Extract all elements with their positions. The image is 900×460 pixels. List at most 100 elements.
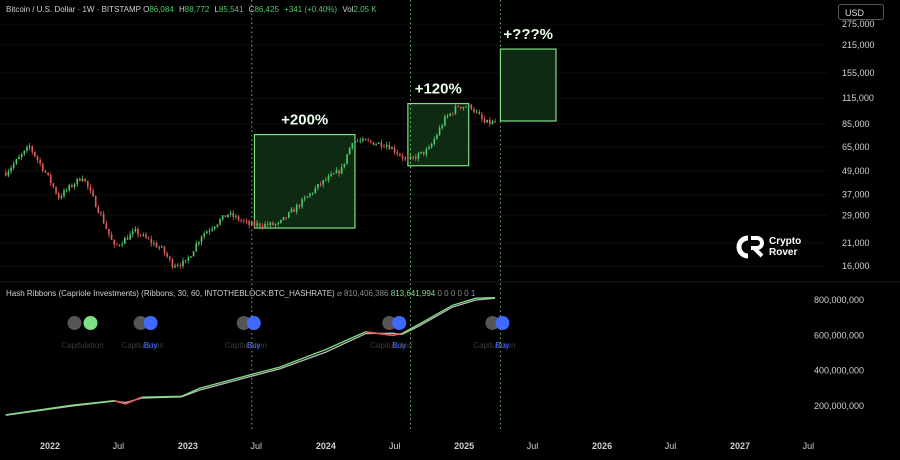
price-axis[interactable]: 16,000 21,000 29,000 37,000 49,000 65,000 85,0…: [842, 19, 875, 271]
candle-body: [274, 224, 277, 226]
price-tick-label: 29,000: [842, 210, 870, 220]
candle-body: [15, 159, 18, 164]
candle-body: [449, 113, 451, 116]
candle-body: [200, 236, 203, 242]
candle-body: [396, 152, 399, 155]
candle-body: [335, 170, 338, 174]
candle-body: [436, 134, 438, 140]
candle-body: [68, 185, 71, 190]
time-tick-label: 2022: [40, 441, 60, 451]
candle-body: [171, 259, 174, 268]
capitulation-dot: [485, 316, 500, 330]
time-tick-label: Jul: [389, 441, 401, 451]
candlesticks[interactable]: [4, 103, 496, 270]
candle-body: [433, 139, 436, 144]
time-tick-label: Jul: [113, 441, 125, 451]
candle-body: [105, 223, 108, 229]
candle-body: [306, 196, 309, 198]
price-tick-label: 215,000: [842, 40, 875, 50]
candle-body: [57, 193, 60, 199]
candle-body: [282, 217, 285, 220]
candle-body: [187, 257, 190, 261]
candle-body: [346, 154, 348, 164]
candle-body: [73, 184, 76, 187]
candle-body: [438, 127, 441, 135]
candle-body: [441, 125, 444, 128]
currency-selector[interactable]: USD: [838, 4, 884, 20]
time-tick-label: 2027: [730, 441, 750, 451]
candle-body: [301, 199, 303, 207]
candle-body: [280, 219, 282, 223]
ribbon-slow-line: [5, 297, 496, 416]
open-value: 86,084: [149, 5, 174, 14]
hashrate-tick-label: 600,000,000: [814, 330, 864, 340]
candle-body: [237, 216, 240, 221]
candle-body: [475, 111, 478, 113]
ribbon-capitulation-segment: [114, 399, 126, 405]
candle-body: [110, 234, 113, 240]
hash-ribbons[interactable]: [5, 296, 496, 416]
candle-body: [330, 174, 332, 177]
time-tick-label: Jul: [527, 441, 539, 451]
candle-body: [343, 163, 346, 167]
candle-body: [412, 156, 414, 158]
time-axis[interactable]: 2022 Jul 2023 Jul 2024 Jul 2025 Jul 2026 Jul 2027 J…: [40, 441, 814, 451]
candle-body: [483, 118, 486, 123]
candle-body: [269, 222, 272, 226]
high-label: H: [179, 5, 185, 14]
candle-body: [123, 237, 126, 244]
capitulation-dot: [67, 316, 82, 330]
candle-body: [36, 156, 39, 161]
candle-body: [208, 230, 211, 232]
candle-body: [425, 149, 428, 155]
candle-body: [348, 147, 351, 155]
candle-body: [205, 231, 208, 234]
candle-body: [108, 228, 110, 235]
ribbon-capitulation-segment: [125, 396, 143, 405]
candle-body: [10, 167, 12, 172]
candle-body: [407, 157, 409, 160]
candle-body: [451, 113, 454, 115]
hashrate-tick-label: 200,000,000: [814, 401, 864, 411]
vol-value: 2.05 K: [353, 5, 377, 14]
candle-body: [380, 142, 383, 147]
candle-body: [176, 265, 179, 267]
indicator-value-flags: 0 0 0 0 0: [437, 289, 469, 298]
buy-dot: [143, 316, 158, 330]
candle-body: [232, 212, 235, 218]
candle-body: [317, 184, 319, 189]
candle-body: [145, 234, 147, 238]
time-tick-label: 2025: [454, 441, 474, 451]
buy-label: Buy: [144, 341, 158, 350]
candle-body: [121, 243, 123, 245]
candle-body: [102, 213, 105, 224]
candle-body: [100, 212, 102, 214]
candle-body: [34, 151, 36, 157]
hashrate-axis[interactable]: 200,000,000 400,000,000 600,000,000 800,000…: [814, 295, 864, 411]
candle-body: [253, 221, 256, 226]
candle-body: [325, 180, 327, 181]
time-tick-label: 2024: [316, 441, 336, 451]
annotation-boxes: +200% +120% +???%: [253, 26, 557, 229]
brand-line-1: Crypto: [769, 236, 802, 247]
candle-body: [203, 233, 205, 237]
price-tick-label: 275,000: [842, 19, 875, 29]
candle-body: [457, 106, 459, 108]
candle-body: [97, 207, 100, 213]
buy-dot: [392, 316, 407, 330]
candle-body: [362, 138, 364, 141]
candle-body: [142, 234, 145, 236]
candle-body: [369, 140, 372, 143]
candle-body: [190, 256, 192, 258]
candle-body: [84, 178, 86, 181]
gain-box: [253, 133, 356, 229]
candle-body: [388, 144, 391, 150]
candle-body: [465, 107, 467, 108]
candle-body: [309, 193, 311, 197]
close-label: C: [248, 5, 255, 14]
candle-body: [18, 156, 20, 160]
price-tick-label: 155,000: [842, 68, 875, 78]
candle-body: [137, 228, 139, 235]
candle-body: [359, 140, 362, 142]
